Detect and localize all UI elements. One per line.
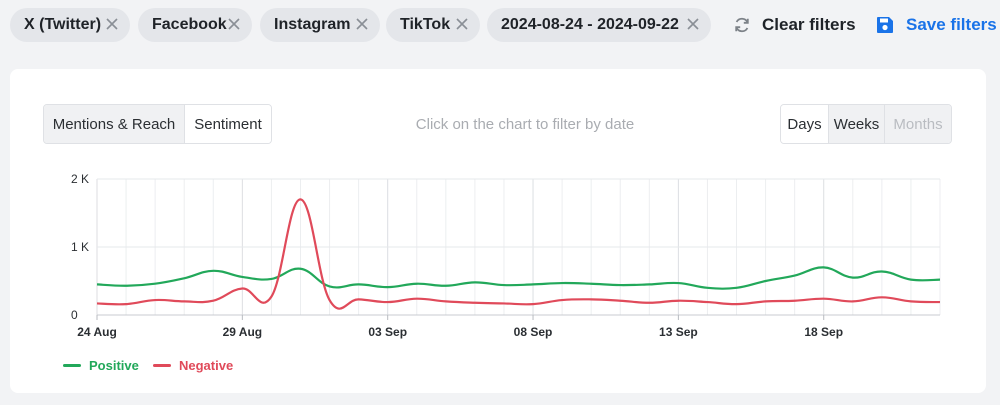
filter-chip-label: X (Twitter) <box>24 16 102 33</box>
refresh-icon <box>732 15 752 35</box>
legend-label-negative: Negative <box>179 357 234 373</box>
filter-chip-date-range[interactable]: 2024-08-24 - 2024-09-22 <box>487 8 711 42</box>
x-tick-label: 13 Sep <box>659 325 698 339</box>
x-tick-label: 08 Sep <box>514 325 553 339</box>
legend-label-positive: Positive <box>89 357 139 373</box>
x-tick-label: 18 Sep <box>804 325 843 339</box>
filter-chip-tiktok[interactable]: TikTok <box>386 8 480 42</box>
close-icon[interactable] <box>454 16 470 32</box>
legend-item-positive[interactable]: Positive <box>63 357 139 373</box>
x-tick-label: 24 Aug <box>77 325 117 339</box>
tab-days[interactable]: Days <box>781 105 828 143</box>
tab-months: Months <box>884 105 951 143</box>
legend-swatch-positive <box>63 363 81 367</box>
tab-weeks[interactable]: Weeks <box>828 105 884 143</box>
x-tick-label: 03 Sep <box>368 325 407 339</box>
negative-series-line[interactable] <box>96 198 941 310</box>
floppy-disk-icon <box>876 16 894 34</box>
sentiment-line-chart[interactable]: 0 1 K 2 K 24 Aug 29 Aug 03 Sep 08 Sep 13 Sep 18 … <box>10 69 986 393</box>
close-icon[interactable] <box>104 16 120 32</box>
filter-chip-x-twitter[interactable]: X (Twitter) <box>10 8 130 42</box>
chart-hint: Click on the chart to filter by date <box>415 115 635 133</box>
x-tick-label: 29 Aug <box>223 325 263 339</box>
clear-filters-label: Clear filters <box>762 15 856 34</box>
y-tick-label: 2 K <box>71 172 89 186</box>
legend-item-negative[interactable]: Negative <box>153 357 233 373</box>
positive-series-line[interactable] <box>96 266 941 290</box>
save-filters-button[interactable]: Save filters <box>876 8 997 42</box>
view-toggle: Mentions & Reach Sentiment <box>43 104 272 144</box>
legend-swatch-negative <box>153 363 171 367</box>
tab-sentiment[interactable]: Sentiment <box>184 105 271 143</box>
y-tick-label: 0 <box>71 308 78 322</box>
filter-chip-instagram[interactable]: Instagram <box>260 8 380 42</box>
clear-filters-button[interactable]: Clear filters <box>732 8 856 42</box>
filter-bar: X (Twitter) Facebook Instagram TikTok 20… <box>0 0 1000 52</box>
close-icon[interactable] <box>354 16 370 32</box>
close-icon[interactable] <box>685 16 701 32</box>
filter-chip-label: Facebook <box>152 16 227 33</box>
tab-mentions-reach[interactable]: Mentions & Reach <box>44 105 184 143</box>
filter-chip-label: 2024-08-24 - 2024-09-22 <box>501 16 679 33</box>
filter-chip-label: Instagram <box>274 16 351 33</box>
filter-chip-label: TikTok <box>400 16 451 33</box>
save-filters-label: Save filters <box>906 15 997 34</box>
filter-chip-facebook[interactable]: Facebook <box>138 8 252 42</box>
sentiment-panel: Mentions & Reach Sentiment Click on the … <box>10 69 986 393</box>
period-toggle: Days Weeks Months <box>780 104 952 144</box>
y-tick-label: 1 K <box>71 240 89 254</box>
close-icon[interactable] <box>226 16 242 32</box>
